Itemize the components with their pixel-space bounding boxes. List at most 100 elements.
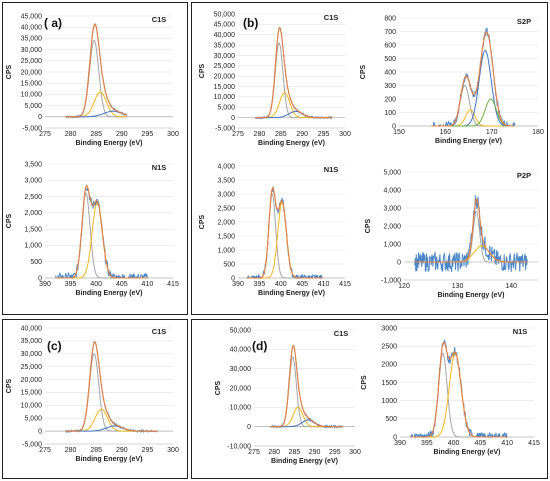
y-tick-label: 4,000 [383,187,401,194]
x-tick-label: 405 [475,440,487,447]
y-tick-label: 50,000 [230,327,252,334]
y-tick-label: 3,500 [24,161,42,168]
x-tick-label: 400 [275,281,287,288]
y-tick-label: 3,000 [383,205,401,212]
x-tick-label: 275 [39,447,51,454]
x-tick-label: 410 [318,281,330,288]
x-tick-label: 130 [452,283,464,290]
x-tick-label: 400 [448,440,460,447]
x-axis-title: Binding Energy (eV) [438,292,505,299]
y-tick-label: 30,000 [214,53,236,60]
y-tick-label: 1,500 [24,226,42,233]
x-tick-label: 275 [232,131,244,138]
y-tick-label: 35,000 [21,36,43,43]
y-tick-label: 1500 [381,380,397,387]
raw-spectrum-line [431,26,516,128]
x-tick-label: 415 [167,281,179,288]
y-axis-title: CPS [361,375,368,390]
y-tick-label: 300 [384,83,396,90]
y-tick-label: -5,000 [22,441,42,448]
y-tick-label: 2,000 [217,219,235,226]
x-tick-label: 300 [167,131,179,138]
chart-title: C1S [324,13,339,22]
x-tick-label: 280 [268,449,280,456]
y-tick-label: 600 [384,42,396,49]
y-tick-label: 5,000 [383,169,401,176]
y-axis-title: CPS [365,218,372,233]
x-tick-label: 295 [142,131,154,138]
component-peak-line [55,192,148,279]
y-tick-label: 4,000 [217,163,235,170]
chart-title: C1S [152,15,167,24]
panel-frame-b [191,2,548,315]
y-tick-label: 2500 [381,343,397,350]
x-tick-label: 275 [248,449,260,456]
y-tick-label: 25,000 [214,63,236,70]
y-tick-label: 15,000 [214,84,236,91]
fit-envelope-line [55,185,148,279]
x-tick-label: 410 [501,440,513,447]
x-tick-label: 415 [528,440,540,447]
chart-title: N1S [152,163,167,172]
chart-a-c1s: -5,000 0 5,000 10,000 15,000 20,000 25,000 30,0… [6,13,179,147]
y-tick-label: 0 [38,428,42,435]
y-axis-title: CPS [6,213,13,228]
y-tick-label: 40,000 [21,25,43,32]
y-tick-label: 0 [397,259,401,266]
fit-envelope-line [65,341,158,432]
raw-spectrum-line [65,23,128,119]
fit-envelope-line [65,23,128,118]
chart-d-n1s: 0 500 1000 1500 2000 2500 3000 390 395 400 405 410 4… [361,325,540,456]
x-tick-label: 300 [167,447,179,454]
x-tick-label: 280 [254,131,266,138]
chart-b-p2p: -1,000 0 1,000 2,000 3,000 4,000 5,000 120 130 14… [365,169,538,299]
y-tick-label: 5,000 [217,105,235,112]
chart-title: S2P [517,17,531,26]
y-tick-label: 1000 [381,398,397,405]
x-tick-label: 280 [65,131,77,138]
y-tick-label: 0 [393,434,397,441]
y-tick-label: 0 [392,123,396,130]
x-tick-label: 415 [339,281,351,288]
x-axis-title: Binding Energy (eV) [271,458,338,465]
panel-frame-a [2,2,188,315]
x-tick-label: 290 [309,449,321,456]
y-tick-label: 30,000 [21,47,43,54]
y-tick-label: 1,000 [383,241,401,248]
y-axis-title: CPS [6,64,13,79]
y-tick-label: 5,000 [24,416,42,423]
x-axis-title: Binding Energy (eV) [435,138,502,145]
y-tick-label: 2,500 [24,194,42,201]
component-peak-line [65,91,127,118]
x-tick-label: 280 [65,447,77,454]
x-tick-label: 160 [439,129,451,136]
x-axis-title: Binding Energy (eV) [434,449,501,456]
x-tick-label: 290 [116,447,128,454]
y-tick-label: 1,000 [217,247,235,254]
x-tick-label: 390 [394,440,406,447]
chart-b-c1s: -5,000 0 5,000 10,000 15,000 20,000 25,000 30,0… [199,11,351,147]
fit-envelope-line [431,31,515,127]
x-tick-label: 300 [349,449,361,456]
component-peak-line [270,406,343,428]
y-tick-label: -5,000 [22,125,42,132]
fit-envelope-line [255,27,333,119]
x-axis-title: Binding Energy (eV) [258,140,325,147]
y-tick-label: 700 [384,29,396,36]
x-tick-label: 390 [232,281,244,288]
x-tick-label: 405 [296,281,308,288]
x-tick-label: 120 [398,283,410,290]
raw-spectrum-line [414,195,528,273]
y-tick-label: 50,000 [214,11,236,18]
x-tick-label: 290 [116,131,128,138]
y-tick-label: 10,000 [214,94,236,101]
x-tick-label: 295 [142,447,154,454]
y-tick-label: 25,000 [21,58,43,65]
chart-c-c1s: -5,000 0 5,000 10,000 15,000 20,000 25,000 30,0… [6,325,179,463]
chart-title: P2P [517,171,531,180]
chart-b-n1s: 0 500 1,000 1,500 2,000 2,500 3,000 3,500 4,000 3… [199,163,351,297]
y-tick-label: 15,000 [21,390,43,397]
x-tick-label: 275 [39,131,51,138]
component-peak-line [55,202,148,279]
